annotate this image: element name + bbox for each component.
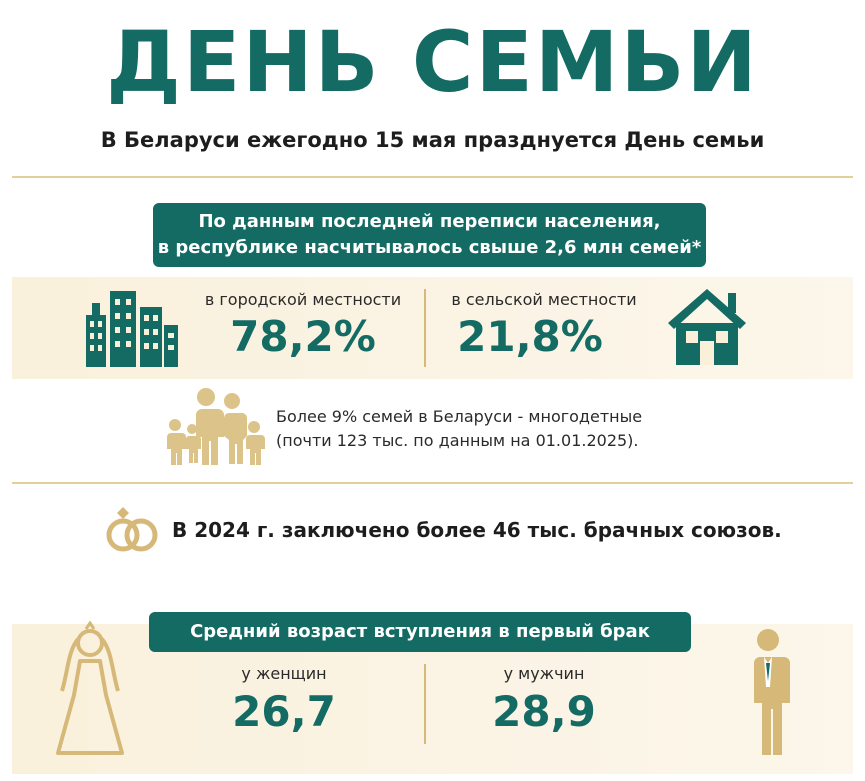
census-heading: По данным последней переписи населения, … bbox=[153, 203, 706, 267]
men-value: 28,9 bbox=[492, 687, 596, 736]
first-marriage-heading: Средний возраст вступления в первый брак bbox=[149, 612, 691, 652]
census-divider bbox=[424, 289, 426, 367]
house-icon bbox=[668, 289, 746, 365]
women-value: 26,7 bbox=[232, 687, 336, 736]
page-subtitle: В Беларуси ежегодно 15 мая празднуется Д… bbox=[100, 128, 765, 152]
marriages-text: В 2024 г. заключено более 46 тыс. брачны… bbox=[172, 518, 782, 542]
divider-line-2 bbox=[12, 482, 853, 484]
page-title: ДЕНЬ СЕМЬИ bbox=[106, 13, 759, 111]
urban-value: 78,2% bbox=[230, 312, 376, 361]
rural-label: в сельской местности bbox=[451, 290, 637, 309]
divider-line bbox=[12, 176, 853, 178]
census-line2: в республике насчитывалось свыше 2,6 млн… bbox=[157, 237, 702, 258]
women-label: у женщин bbox=[241, 664, 327, 683]
large-families-text: Более 9% семей в Беларуси - многодетные … bbox=[276, 405, 696, 453]
men-label: у мужчин bbox=[503, 664, 585, 683]
city-buildings-icon bbox=[86, 291, 178, 367]
bride-icon bbox=[56, 621, 124, 755]
groom-icon bbox=[752, 629, 790, 755]
census-line1: По данным последней переписи населения, bbox=[198, 211, 661, 232]
age-divider bbox=[424, 664, 426, 744]
family-icon bbox=[167, 388, 265, 465]
large-families-line1: Более 9% семей в Беларуси - многодетные bbox=[276, 407, 643, 426]
large-families-line2: (почти 123 тыс. по данным на 01.01.2025)… bbox=[276, 431, 639, 450]
urban-label: в городской местности bbox=[204, 290, 402, 309]
rural-value: 21,8% bbox=[457, 312, 603, 361]
wedding-rings-icon bbox=[106, 507, 158, 552]
